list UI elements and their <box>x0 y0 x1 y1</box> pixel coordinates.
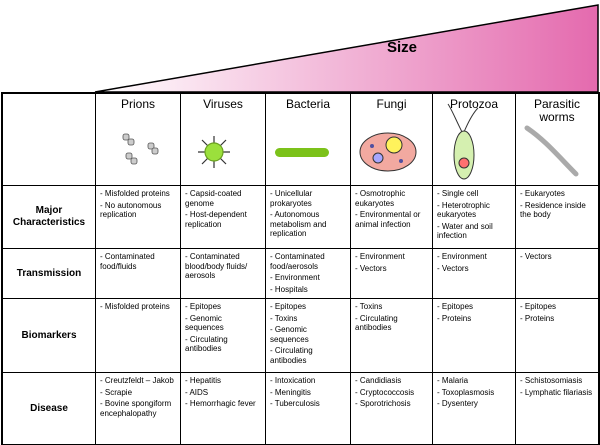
column-header: Prions <box>96 94 181 186</box>
cell-item: - Autonomous metabolism and replication <box>270 210 327 238</box>
cell-item: - Bovine spongiform encephalopathy <box>100 399 172 418</box>
column-header: Bacteria <box>266 94 351 186</box>
table-cell: - Epitopes - Genomic sequences - Circulati… <box>181 299 266 373</box>
table-cell: - Epitopes - Proteins <box>516 299 599 373</box>
cell-item: - Schistosomiasis <box>520 376 583 385</box>
cell-item: - Osmotrophic eukaryotes <box>355 189 406 208</box>
cell-item: - Misfolded proteins <box>100 189 170 198</box>
cell-item: - Creutzfeldt – Jakob <box>100 376 174 385</box>
size-label: Size <box>387 39 417 56</box>
cell-item: - Malaria <box>437 376 469 385</box>
cell-item: - Sporotrichosis <box>355 399 411 408</box>
cell-item: - Heterotrophic eukaryotes <box>437 200 490 220</box>
cell-item: - Genomic sequences <box>185 313 224 333</box>
column-header: Viruses <box>181 94 266 186</box>
cell-item: - Vectors <box>355 263 387 273</box>
table-cell: - Environment - Vectors <box>433 249 516 299</box>
table-cell: - Intoxication - Meningitis - Tuberculosis <box>266 373 351 445</box>
row-header: Disease <box>3 373 96 445</box>
cell-item: - Residence inside the body <box>520 200 586 220</box>
cell-item: - Vectors <box>520 252 552 261</box>
cell-item: - Single cell <box>437 189 479 198</box>
cell-item: - Vectors <box>437 263 469 273</box>
cell-item: - Lymphatic filariasis <box>520 387 593 397</box>
table-cell: - Epitopes - Proteins <box>433 299 516 373</box>
cell-item: - AIDS <box>185 387 209 397</box>
cell-item: - Hemorrhagic fever <box>185 399 256 408</box>
cell-item: - Epitopes <box>437 302 474 311</box>
row-header: Major Characteristics <box>3 186 96 249</box>
cell-item: - Circulating antibodies <box>270 346 313 365</box>
wedge <box>94 4 599 93</box>
table-cell: - Unicellular prokaryotes - Autonomous me… <box>266 186 351 249</box>
table-cell: - Misfolded proteins <box>96 299 181 373</box>
cell-item: - Cryptococcosis <box>355 387 415 397</box>
table: Prions Viruses Bacteria Fungi Protozoa Parasi… <box>1 92 600 445</box>
table-cell: - Vectors <box>516 249 599 299</box>
cell-item: - Misfolded proteins <box>100 302 170 311</box>
cell-item: - Genomic sequences <box>270 325 309 344</box>
cell-item: - Environment <box>270 273 320 282</box>
cell-item: - Proteins <box>437 313 472 323</box>
corner-cell <box>3 94 96 186</box>
cell-item: - Epitopes <box>520 302 557 311</box>
cell-item: - Proteins <box>520 313 555 323</box>
table-cell: - Epitopes - Toxins - Genomic sequences - C… <box>266 299 351 373</box>
cell-item: - Intoxication <box>270 376 316 385</box>
cell-item: - Eukaryotes <box>520 189 565 198</box>
column-header: Protozoa <box>433 94 516 186</box>
table-cell: - Malaria - Toxoplasmosis - Dysentery <box>433 373 516 445</box>
table-cell: - Capsid-coated genome - Host-dependent r… <box>181 186 266 249</box>
table-cell: - Misfolded proteins - No autonomous repl… <box>96 186 181 249</box>
cell-item: - Contaminated food/fluids <box>100 252 155 271</box>
cell-item: - Hepatitis <box>185 376 222 385</box>
cell-item: - Capsid-coated genome <box>185 189 242 208</box>
size-wedge: Size <box>94 4 599 93</box>
cell-item: - Environment <box>355 252 405 261</box>
column-header: Parasitic worms <box>516 94 599 186</box>
table-cell: - Environment - Vectors <box>351 249 433 299</box>
row-header: Transmission <box>3 249 96 299</box>
cell-item: - Environment <box>437 252 487 261</box>
table-cell: - Contaminated food/fluids <box>96 249 181 299</box>
cell-item: - Candidiasis <box>355 376 402 385</box>
cell-item: - Water and soil infection <box>437 221 493 241</box>
cell-item: - Hospitals <box>270 284 308 294</box>
cell-item: - Host-dependent replication <box>185 210 247 229</box>
cell-item: - Toxoplasmosis <box>437 387 495 397</box>
table-cell: - Single cell - Heterotrophic eukaryotes -… <box>433 186 516 249</box>
table-cell: - Schistosomiasis - Lymphatic filariasis <box>516 373 599 445</box>
cell-item: - Circulating antibodies <box>355 313 398 333</box>
table-cell: - Creutzfeldt – Jakob - Scrapie - Bovine s… <box>96 373 181 445</box>
cell-item: - Toxins <box>270 313 298 323</box>
cell-item: - Environmental or animal infection <box>355 210 421 229</box>
cell-item: - Epitopes <box>270 302 307 311</box>
table-cell: - Osmotrophic eukaryotes - Environmental … <box>351 186 433 249</box>
cell-item: - Tuberculosis <box>270 399 320 408</box>
table-cell: - Eukaryotes - Residence inside the body <box>516 186 599 249</box>
cell-item: - Circulating antibodies <box>185 334 228 354</box>
table-cell: - Contaminated blood/body fluids/ aeroso… <box>181 249 266 299</box>
cell-item: - Meningitis <box>270 387 311 397</box>
cell-item: - Scrapie <box>100 387 133 397</box>
cell-item: - Epitopes <box>185 302 222 311</box>
table-cell: - Candidiasis - Cryptococcosis - Sporotric… <box>351 373 433 445</box>
cell-item: - Contaminated food/aerosols <box>270 252 325 271</box>
cell-item: - Dysentery <box>437 399 478 408</box>
table-cell: - Contaminated food/aerosols - Environmen… <box>266 249 351 299</box>
table-cell: - Toxins - Circulating antibodies <box>351 299 433 373</box>
cell-item: - No autonomous replication <box>100 200 162 220</box>
table-cell: - Hepatitis - AIDS - Hemorrhagic fever <box>181 373 266 445</box>
cell-item: - Toxins <box>355 302 383 311</box>
cell-item: - Contaminated blood/body fluids/ aeroso… <box>185 252 248 280</box>
cell-item: - Unicellular prokaryotes <box>270 189 313 208</box>
column-header: Fungi <box>351 94 433 186</box>
row-header: Biomarkers <box>3 299 96 373</box>
